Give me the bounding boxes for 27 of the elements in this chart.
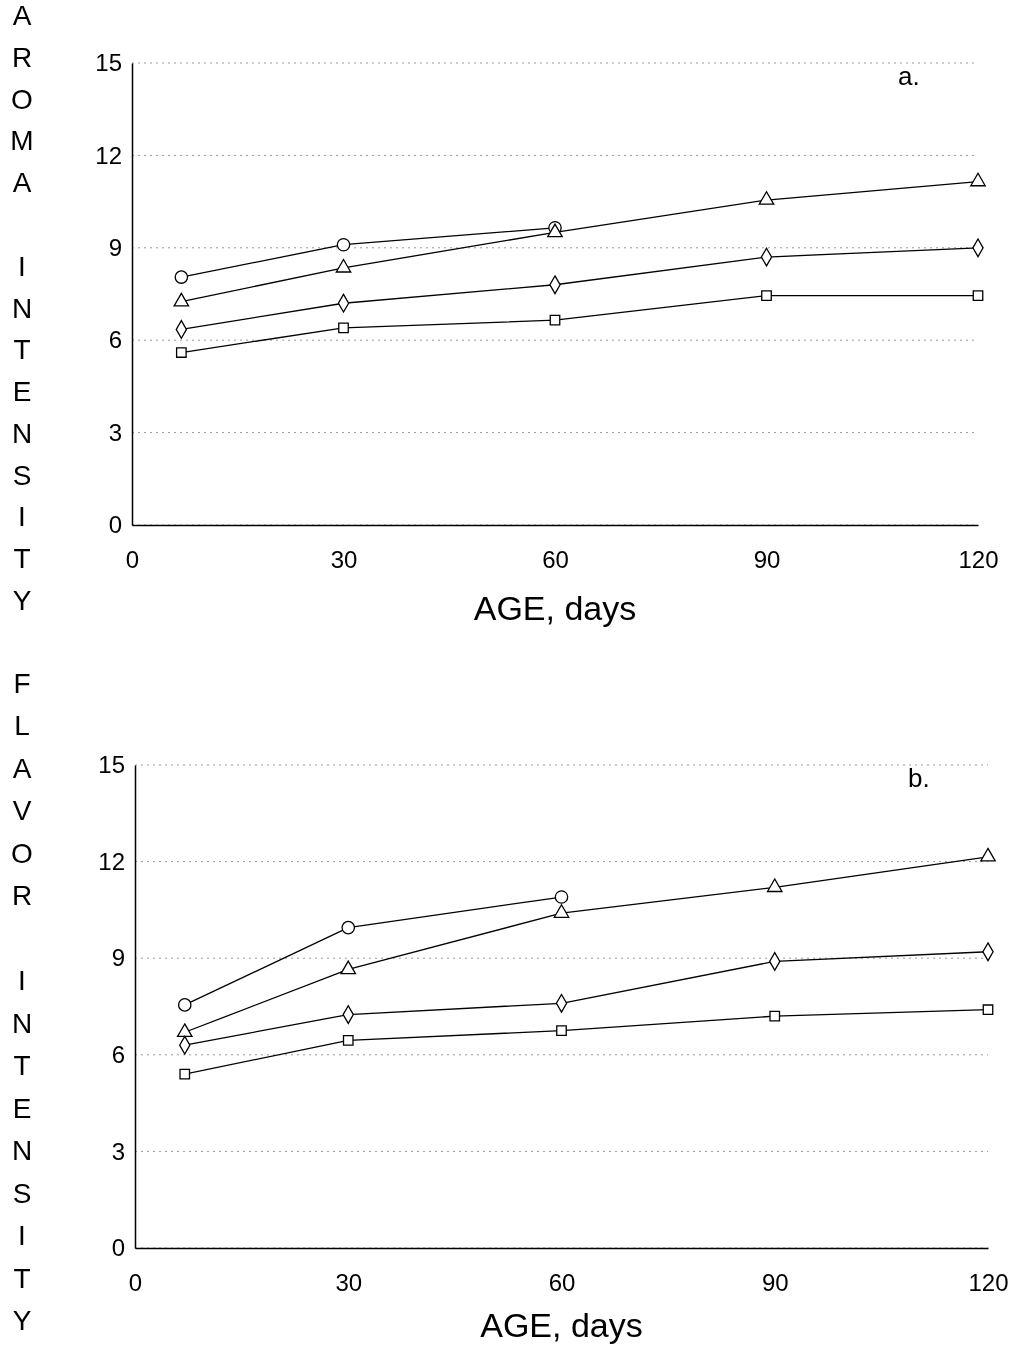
y-tick-label: 3 [108, 418, 122, 446]
x-axis-title: AGE, days [473, 589, 637, 627]
y-tick-label: 9 [108, 233, 122, 261]
y-tick-label: 15 [98, 751, 125, 779]
y-tick-label: 15 [95, 49, 122, 77]
x-tick-label: 60 [542, 546, 569, 574]
x-axis-title: AGE, days [480, 1306, 643, 1344]
x-tick-label: 120 [958, 546, 999, 574]
text: AROMA INTENSITY [10, 0, 34, 616]
x-tick-label: 90 [753, 546, 781, 574]
y-tick-label: 9 [111, 944, 125, 972]
x-tick-label: 60 [548, 1269, 576, 1297]
y-tick-label: 6 [111, 1040, 125, 1068]
x-tick-label: 30 [335, 1269, 363, 1297]
y-tick-label: 3 [111, 1137, 125, 1165]
x-tick-label: 0 [128, 1269, 143, 1297]
x-tick-label: 120 [968, 1269, 1009, 1297]
y-tick-label: 0 [108, 511, 122, 539]
y-tick-label: 0 [111, 1234, 125, 1262]
y-tick-label: 12 [95, 141, 122, 169]
annotation: b. [908, 763, 930, 793]
x-tick-label: 90 [761, 1269, 789, 1297]
y-tick-label: 6 [108, 326, 122, 354]
x-tick-label: 30 [330, 546, 358, 574]
text: FLAVOR INTENSITY [11, 668, 33, 1336]
annotation: a. [898, 61, 920, 91]
y-tick-label: 12 [98, 847, 125, 875]
